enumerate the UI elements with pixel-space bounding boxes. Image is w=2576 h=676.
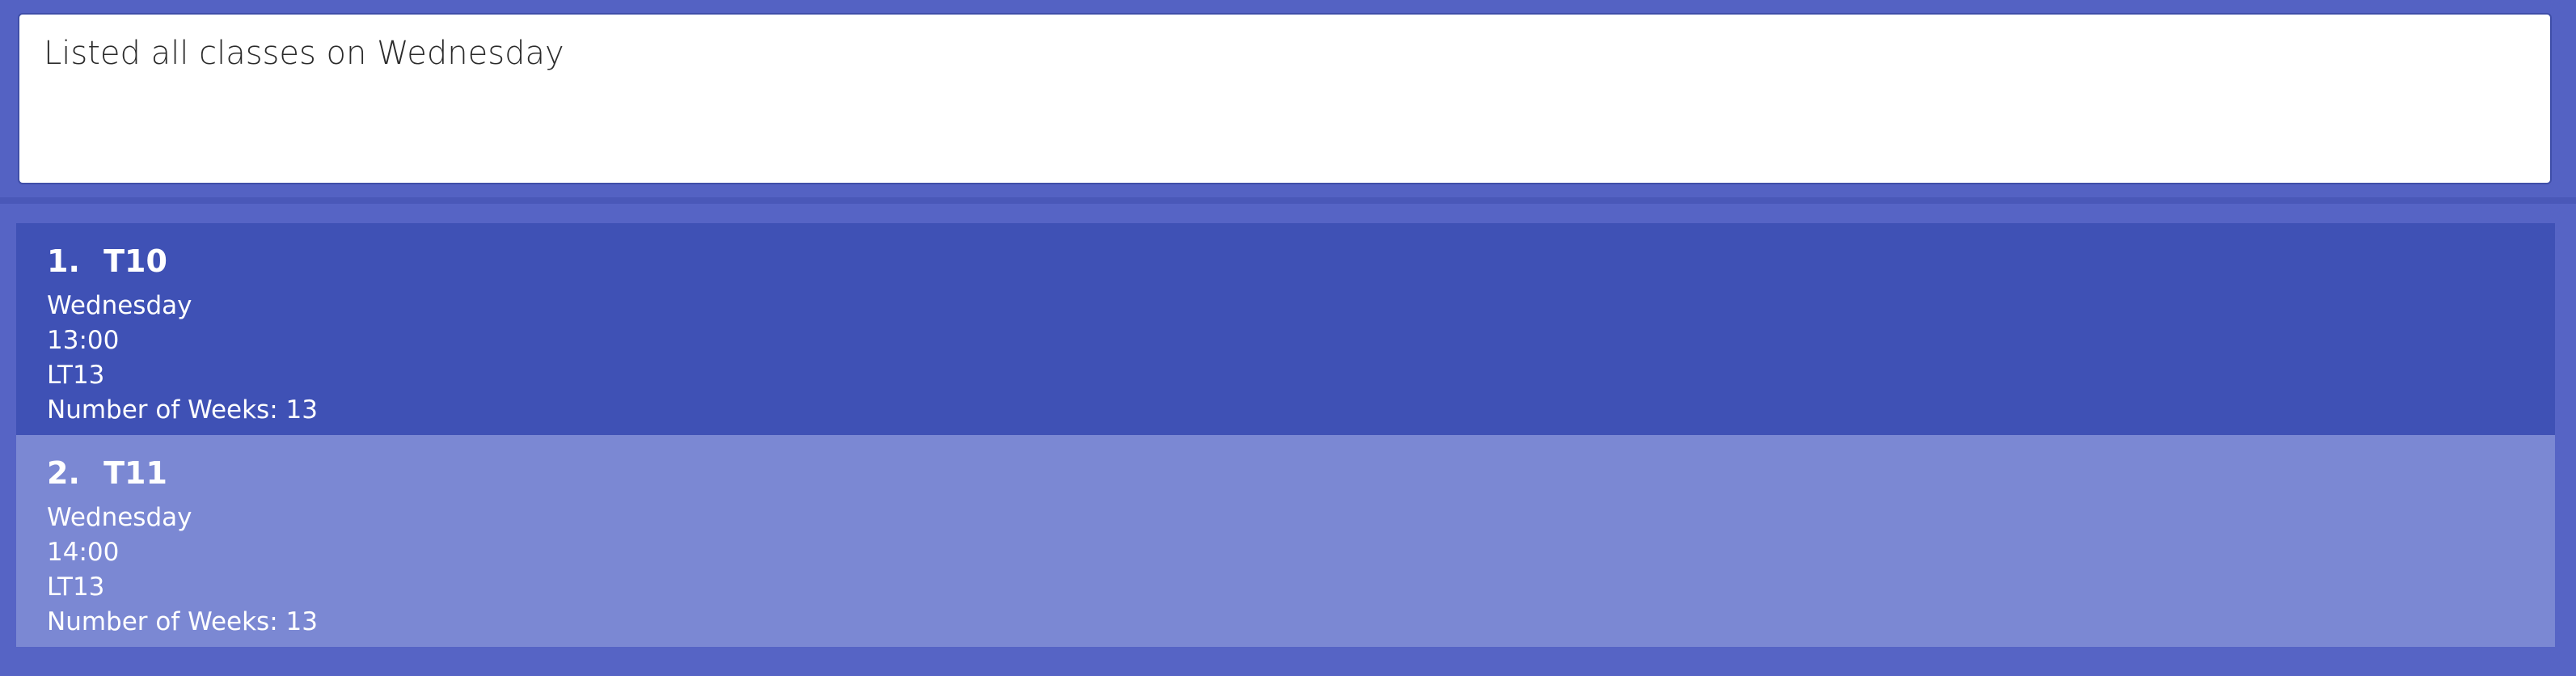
class-title: 1. T10 <box>47 241 2524 282</box>
class-time: 13:00 <box>47 326 120 356</box>
class-time: 14:00 <box>47 538 120 568</box>
class-card-2[interactable]: 2. T11 Wednesday 14:00 LT13 Number of We… <box>16 435 2555 647</box>
class-card-1[interactable]: 1. T10 Wednesday 13:00 LT13 Number of We… <box>16 223 2555 435</box>
class-list[interactable]: 1. T10 Wednesday 13:00 LT13 Number of We… <box>16 223 2555 647</box>
class-name: T11 <box>103 455 167 491</box>
class-list-panel: 1. T10 Wednesday 13:00 LT13 Number of We… <box>0 204 2576 676</box>
class-title: 2. T11 <box>47 453 2524 494</box>
class-venue: LT13 <box>47 360 105 390</box>
panel-divider <box>0 197 2576 204</box>
class-weeks: Number of Weeks: 13 <box>47 395 318 425</box>
class-weeks: Number of Weeks: 13 <box>47 606 318 636</box>
class-index: 2. <box>47 455 80 491</box>
class-day: Wednesday <box>47 503 192 533</box>
class-day: Wednesday <box>47 291 192 321</box>
class-name: T10 <box>103 243 167 279</box>
result-message: Listed all classes on Wednesday <box>44 35 564 72</box>
result-display[interactable]: Listed all classes on Wednesday <box>18 13 2552 184</box>
class-venue: LT13 <box>47 572 105 602</box>
class-index: 1. <box>47 243 80 279</box>
